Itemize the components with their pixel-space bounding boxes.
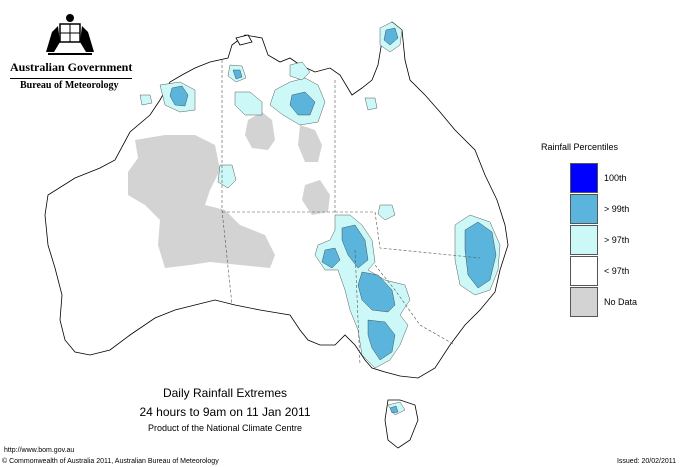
legend-swatch	[570, 163, 598, 193]
map-title: Daily Rainfall Extremes	[162, 386, 288, 400]
above-99th-regions	[169, 27, 497, 414]
legend-label: < 97th	[604, 266, 630, 276]
legend-title: Rainfall Percentiles	[541, 142, 619, 152]
website-link[interactable]: http://www.bom.gov.au	[4, 447, 75, 454]
bureau-name: Bureau of Meteorology	[20, 80, 119, 91]
legend-item-100th: 100th	[570, 163, 670, 194]
legend-item-97th: > 97th	[570, 225, 670, 256]
legend: 100th > 99th > 97th < 97th No Data	[570, 163, 670, 318]
legend-swatch	[570, 194, 598, 224]
coat-of-arms-icon	[46, 14, 94, 55]
state-borders	[221, 60, 481, 366]
legend-label: No Data	[604, 297, 638, 307]
legend-item-no-data: No Data	[570, 287, 670, 318]
legend-label: 100th	[604, 173, 627, 183]
legend-swatch	[570, 287, 598, 317]
map-subtitle: 24 hours to 9am on 11 Jan 2011	[139, 405, 311, 419]
legend-label: > 99th	[604, 204, 630, 214]
map-credit: Product of the National Climate Centre	[147, 423, 303, 433]
legend-item-99th: > 99th	[570, 194, 670, 225]
legend-label: > 97th	[604, 235, 630, 245]
copyright-text: © Commonwealth of Australia 2011, Austra…	[2, 458, 219, 465]
legend-swatch	[570, 225, 598, 255]
issued-date: Issued: 20/02/2011	[616, 458, 676, 465]
no-data-regions	[128, 112, 330, 268]
legend-swatch	[570, 256, 598, 286]
government-name: Australian Government	[10, 60, 132, 79]
tiwi-islands	[235, 34, 253, 46]
legend-item-below-97th: < 97th	[570, 256, 670, 287]
